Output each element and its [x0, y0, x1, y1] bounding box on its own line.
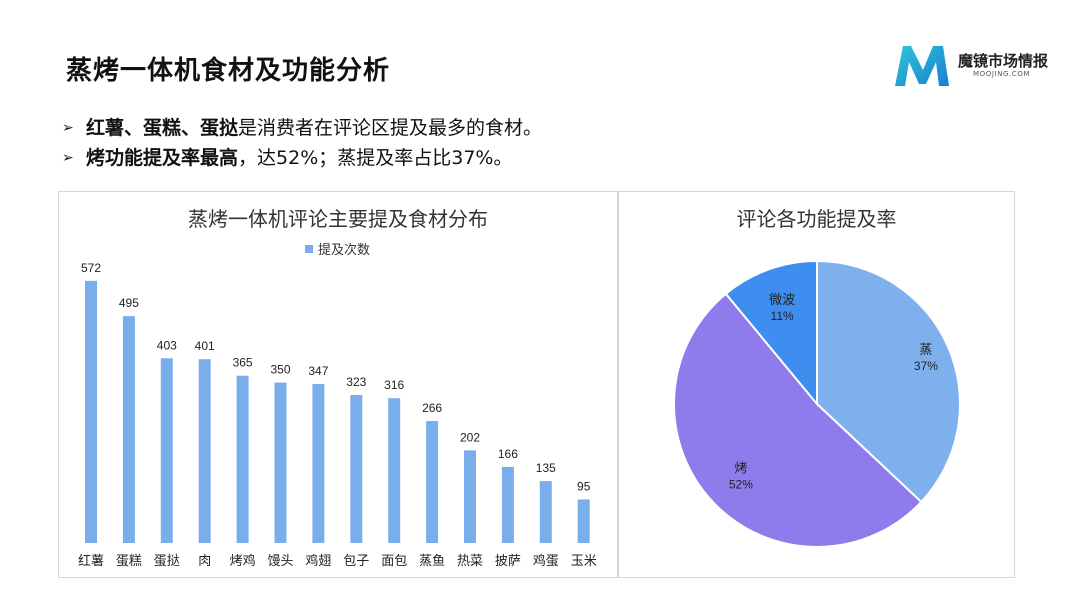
pie-slice-value: 11% — [771, 309, 794, 323]
bar — [350, 394, 363, 543]
bar — [501, 466, 514, 543]
pie-slice — [816, 259, 961, 504]
bar — [160, 358, 173, 543]
bar — [312, 383, 325, 543]
x-tick-label: 肉 — [198, 554, 211, 569]
x-tick-label: 蒸鱼 — [419, 553, 445, 569]
bar — [198, 359, 211, 543]
bar — [236, 375, 249, 543]
bar-value-label: 347 — [308, 364, 328, 378]
bar — [539, 481, 552, 543]
pie-slice-label: 烤 — [734, 461, 747, 476]
page-title: 蒸烤一体机食材及功能分析 — [66, 56, 391, 86]
pie-slice — [724, 259, 818, 407]
bullet-highlight: 红薯、蛋糕、蛋挞 — [86, 117, 239, 139]
x-tick-label: 包子 — [343, 554, 369, 569]
bar-value-label: 401 — [195, 339, 215, 353]
pie-slice-label: 微波 — [769, 293, 795, 308]
x-tick-label: 蛋挞 — [154, 553, 180, 569]
x-tick-label: 馒头 — [267, 554, 293, 569]
summary-bullets: ➢ 红薯、蛋糕、蛋挞是消费者在评论区提及最多的食材。 ➢ 烤功能提及率最高，达52%… — [62, 116, 542, 176]
legend-swatch — [305, 245, 313, 253]
pie-slice — [673, 292, 923, 548]
bar-value-label: 202 — [460, 430, 480, 444]
bar — [122, 316, 135, 543]
bar-value-label: 495 — [119, 296, 139, 310]
bar-chart-title: 蒸烤一体机评论主要提及食材分布 — [188, 207, 488, 231]
bar-value-label: 350 — [270, 363, 290, 377]
bullet-text: ，达52%；蒸提及率占比37%。 — [238, 147, 513, 169]
pie-chart-title: 评论各功能提及率 — [736, 207, 897, 231]
bar — [577, 499, 590, 543]
x-tick-label: 鸡蛋 — [533, 553, 559, 569]
pie-slice-value: 37% — [914, 359, 938, 373]
bar-chart: 572 红薯 495 蛋糕 403 蛋挞 401 肉 365 烤鸡 350 馒头 347 鸡翅 323 包子 3… — [78, 261, 597, 569]
x-tick-label: 鸡翅 — [305, 553, 331, 569]
bar-value-label: 266 — [422, 401, 442, 415]
pie-chart-panel: 评论各功能提及率 蒸 37% 烤 52% 微波 11% — [618, 191, 1015, 578]
bar-chart-panel: 蒸烤一体机评论主要提及食材分布 提及次数 572 红薯 495 蛋糕 403 蛋挞 401 肉… — [58, 191, 618, 578]
bar-value-label: 135 — [536, 461, 556, 475]
x-tick-label: 热菜 — [457, 554, 483, 569]
bar-value-label: 95 — [577, 479, 591, 493]
bar — [388, 398, 401, 543]
logo: 魔镜市场情报 MOOJING.COM — [893, 42, 1063, 90]
bar-value-label: 403 — [157, 338, 177, 352]
bar-value-label: 316 — [384, 378, 404, 392]
bar — [274, 382, 287, 543]
bullet-item: ➢ 烤功能提及率最高，达52%；蒸提及率占比37%。 — [62, 146, 542, 176]
bar-value-label: 572 — [81, 261, 101, 275]
bar — [464, 450, 476, 543]
x-tick-label: 红薯 — [78, 553, 104, 569]
x-tick-label: 玉米 — [571, 554, 597, 569]
bar — [85, 280, 97, 543]
arrow-bullet-icon: ➢ — [62, 120, 74, 136]
bar — [426, 421, 439, 543]
x-tick-label: 烤鸡 — [230, 553, 256, 569]
logo-name: 魔镜市场情报 — [958, 52, 1049, 70]
bullet-item: ➢ 红薯、蛋糕、蛋挞是消费者在评论区提及最多的食材。 — [62, 116, 542, 146]
bullet-text: 是消费者在评论区提及最多的食材。 — [238, 117, 543, 139]
arrow-bullet-icon: ➢ — [62, 150, 74, 166]
bullet-highlight: 烤功能提及率最高 — [86, 147, 239, 169]
x-tick-label: 面包 — [381, 554, 407, 569]
bar-value-label: 323 — [346, 375, 366, 389]
bar-value-label: 365 — [233, 356, 253, 370]
bar-chart-legend: 提及次数 — [305, 239, 370, 258]
logo-domain: MOOJING.COM — [973, 70, 1031, 78]
x-tick-label: 蛋糕 — [116, 554, 142, 569]
x-tick-label: 披萨 — [495, 554, 521, 569]
bar-value-label: 166 — [498, 447, 518, 461]
pie-slice-value: 52% — [729, 477, 753, 491]
legend-label: 提及次数 — [318, 243, 371, 258]
logo-mark-icon — [895, 46, 949, 86]
pie-slice-label: 蒸 — [919, 343, 932, 358]
